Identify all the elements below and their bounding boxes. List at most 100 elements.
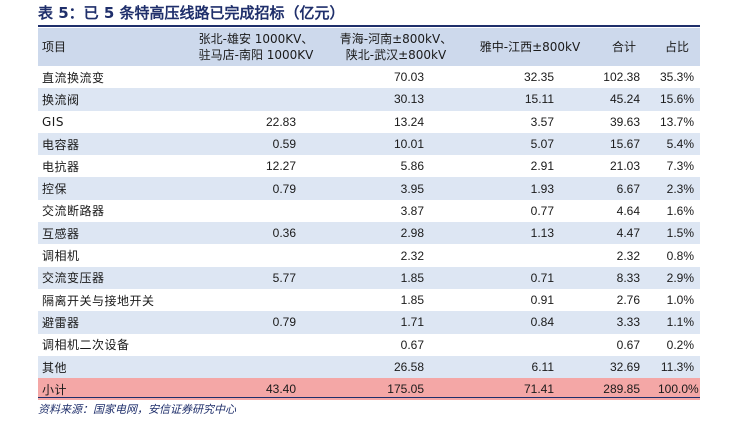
- cell-c4: 21.03: [609, 159, 640, 174]
- row-label: 交流断路器: [42, 204, 105, 219]
- cell-c3: 1.93: [530, 181, 554, 196]
- cell-c3: 2.91: [530, 159, 554, 174]
- cell-c2: 2.98: [400, 226, 424, 241]
- cell-c3: 15.11: [524, 92, 554, 107]
- row-label: 直流换流变: [42, 70, 105, 85]
- cell-c2: 1.85: [400, 293, 424, 308]
- cell-c3: 0.91: [530, 293, 554, 308]
- cell-c5: 11.3%: [660, 360, 694, 374]
- row-label: GIS: [42, 114, 64, 129]
- cell-c5: 13.7%: [659, 114, 694, 129]
- cell-c2: 5.86: [400, 159, 424, 174]
- row-label: 小计: [42, 382, 68, 397]
- source-note: 资料来源：国家电网，安信证券研究中心: [38, 403, 236, 416]
- header-share: 占比: [664, 40, 689, 54]
- bottom-divider: [38, 397, 700, 398]
- row-label: 其他: [42, 360, 68, 375]
- cell-c4: 4.47: [616, 226, 640, 241]
- header-row: 项目 张北-雄安 1000KV、 驻马店-南阳 1000KV 青海-河南±800…: [38, 28, 700, 66]
- row-label: 控保: [42, 182, 68, 197]
- row-label: 调相机二次设备: [42, 338, 130, 353]
- cell-c2: 1.71: [400, 315, 424, 330]
- cell-c2: 70.03: [393, 70, 424, 85]
- row-label: 电容器: [42, 137, 80, 152]
- cell-c1: 22.83: [265, 114, 296, 129]
- cell-c5: 1.6%: [666, 203, 694, 218]
- cell-c2: 1.85: [400, 270, 424, 285]
- cell-c3: 5.07: [530, 137, 554, 152]
- cell-c4: 2.76: [616, 293, 640, 308]
- cell-c2: 3.87: [400, 203, 424, 218]
- header-line1: 张北-雄安 1000KV、 驻马店-南阳 1000KV: [186, 28, 326, 66]
- cell-c1: [186, 289, 326, 311]
- table-row: 换流阀 30.13 15.11 45.24 15.6%: [38, 88, 700, 111]
- cell-c3: 0.77: [530, 203, 554, 218]
- cell-c5: 0.8%: [666, 248, 694, 263]
- cell-c3: 0.71: [530, 270, 554, 285]
- table-row: 交流变压器 5.77 1.85 0.71 8.33 2.9%: [38, 266, 700, 289]
- header-line2: 青海-河南±800kV、 陕北-武汉±800kV: [326, 28, 466, 66]
- cell-c5: 5.4%: [666, 137, 694, 152]
- cell-c1: 0.59: [272, 137, 296, 152]
- cell-c4: 2.32: [616, 248, 640, 263]
- cell-c1: [186, 244, 326, 266]
- table-row: 其他 26.58 6.11 32.69 11.3%: [38, 355, 700, 379]
- table-row: 电抗器 12.27 5.86 2.91 21.03 7.3%: [38, 155, 700, 178]
- title-divider: [38, 25, 700, 27]
- cell-c3: 6.11: [531, 360, 554, 374]
- cell-c1: 12.27: [265, 159, 296, 174]
- table-body: 直流换流变 70.03 32.35 102.38 35.3% 换流阀 30.13 15.11 4…: [38, 66, 700, 401]
- cell-c3: 0.84: [530, 315, 554, 330]
- cell-c3: 1.13: [530, 226, 554, 241]
- row-label: 换流阀: [42, 92, 80, 107]
- table-row: 隔离开关与接地开关 1.85 0.91 2.76 1.0%: [38, 288, 700, 312]
- cell-c3: [466, 334, 594, 356]
- table-row: GIS 22.83 13.24 3.57 39.63 13.7%: [38, 110, 700, 133]
- cell-c5: 2.9%: [666, 270, 694, 285]
- row-label: 隔离开关与接地开关: [42, 293, 155, 308]
- cell-c4: 8.33: [616, 270, 640, 285]
- header-line1-b: 驻马店-南阳 1000KV: [198, 48, 314, 62]
- table-row: 避雷器 0.79 1.71 0.84 3.33 1.1%: [38, 311, 700, 334]
- cell-c1: [186, 200, 326, 222]
- row-label: 互感器: [42, 226, 80, 241]
- header-line1-a: 张北-雄安 1000KV、: [198, 32, 314, 46]
- cell-c1: [186, 356, 326, 378]
- bidding-table: 项目 张北-雄安 1000KV、 驻马店-南阳 1000KV 青海-河南±800…: [38, 28, 700, 401]
- cell-c1: [186, 334, 326, 356]
- header-item: 项目: [42, 40, 67, 54]
- table-row: 调相机 2.32 2.32 0.8%: [38, 244, 700, 267]
- cell-c1: [186, 66, 326, 88]
- table-row: 互感器 0.36 2.98 1.13 4.47 1.5%: [38, 222, 700, 245]
- cell-c5: 35.3%: [659, 70, 694, 85]
- row-label: 电抗器: [42, 159, 80, 174]
- cell-c4: 3.33: [616, 315, 640, 330]
- cell-c2: 3.95: [400, 181, 424, 196]
- cell-c4: 15.67: [609, 137, 640, 152]
- header-total: 合计: [611, 40, 636, 54]
- cell-c2: 13.24: [393, 114, 424, 129]
- cell-c1: 0.36: [272, 226, 296, 241]
- header-line2-b: 陕北-武汉±800kV: [345, 48, 447, 62]
- table-row: 控保 0.79 3.95 1.93 6.67 2.3%: [38, 177, 700, 200]
- cell-c1: [186, 88, 326, 110]
- cell-c2: 2.32: [400, 248, 424, 263]
- cell-c4: 39.63: [609, 114, 640, 129]
- cell-c4: 0.67: [616, 337, 640, 352]
- cell-c1: 43.40: [265, 382, 296, 397]
- cell-c2: 10.01: [393, 137, 424, 152]
- cell-c5: 2.3%: [666, 181, 694, 196]
- cell-c4: 289.85: [603, 382, 640, 397]
- cell-c5: 0.2%: [666, 337, 694, 352]
- header-line3: 雅中-江西±800kV: [479, 40, 581, 54]
- cell-c3: 32.35: [523, 70, 554, 85]
- cell-c4: 4.64: [616, 203, 640, 218]
- cell-c5: 100.0%: [658, 382, 699, 397]
- cell-c2: 26.58: [393, 360, 424, 374]
- table-row: 电容器 0.59 10.01 5.07 15.67 5.4%: [38, 132, 700, 156]
- cell-c5: 1.0%: [666, 293, 694, 308]
- cell-c3: [466, 244, 594, 266]
- row-label: 调相机: [42, 249, 80, 264]
- header-line2-a: 青海-河南±800kV、: [339, 32, 453, 46]
- total-row: 小计 43.40 175.05 71.41 289.85 100.0%: [38, 378, 700, 401]
